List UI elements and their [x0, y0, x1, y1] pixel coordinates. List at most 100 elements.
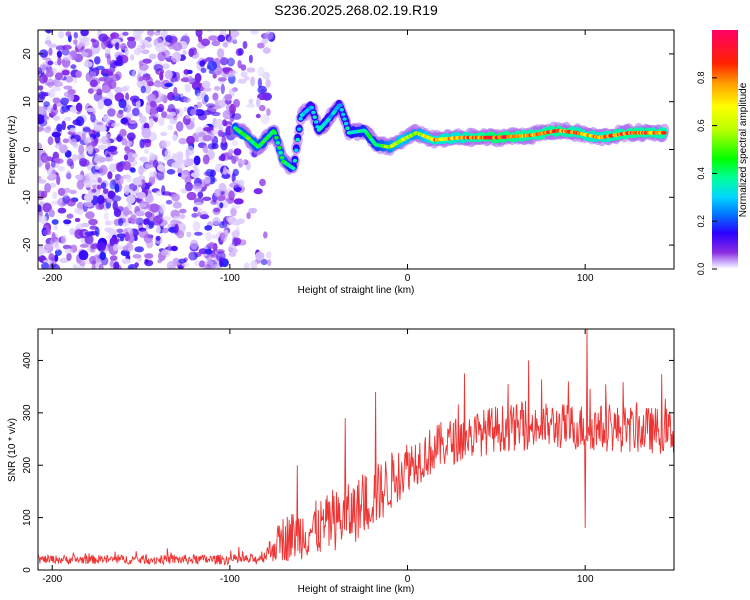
noise-blob	[44, 160, 51, 171]
noise-blob	[206, 127, 211, 134]
noise-blob	[201, 80, 211, 89]
noise-blob	[244, 262, 250, 269]
noise-blob	[111, 73, 121, 82]
noise-blob	[182, 49, 187, 56]
noise-blob	[212, 92, 219, 101]
noise-blob	[113, 261, 120, 269]
noise-blob	[83, 61, 93, 68]
noise-blob	[123, 210, 133, 215]
noise-blob	[194, 73, 202, 83]
noise-blob	[66, 198, 76, 207]
noise-blob	[97, 156, 107, 163]
noise-blob	[149, 152, 155, 162]
noise-blob	[174, 223, 179, 234]
noise-blob	[64, 248, 73, 254]
noise-blob	[138, 203, 147, 208]
noise-blob	[95, 65, 105, 71]
noise-blob	[172, 42, 183, 52]
noise-blob	[48, 173, 57, 179]
noise-blob	[149, 118, 154, 128]
noise-blob	[62, 138, 69, 144]
noise-blob	[143, 218, 151, 226]
noise-blob	[61, 234, 67, 245]
noise-blob	[229, 30, 240, 38]
noise-blob	[48, 47, 53, 56]
ridge-core	[272, 131, 278, 135]
noise-blob	[222, 166, 228, 176]
noise-blob	[219, 57, 229, 66]
noise-blob	[116, 162, 124, 172]
noise-blob	[211, 234, 217, 239]
noise-blob	[102, 72, 109, 78]
y-tick-label: 300	[22, 404, 33, 421]
noise-blob	[57, 56, 62, 66]
noise-blob	[262, 47, 271, 54]
noise-blob	[69, 189, 77, 195]
noise-blob	[240, 64, 247, 71]
noise-blob	[64, 116, 72, 122]
noise-blob	[121, 138, 128, 146]
x-tick-label: -100	[220, 574, 240, 585]
noise-blob	[84, 201, 93, 208]
x-tick-label: 0	[405, 574, 411, 585]
noise-blob	[52, 97, 61, 104]
noise-blob	[173, 86, 178, 97]
noise-blob	[136, 191, 146, 200]
noise-blob	[47, 136, 54, 146]
noise-blob	[104, 220, 110, 226]
noise-blob	[148, 53, 157, 60]
noise-blob	[139, 39, 149, 45]
noise-blob	[65, 31, 72, 37]
noise-blob	[51, 232, 56, 242]
noise-blob	[99, 251, 106, 261]
snr-ticks: -200 -100 0 100 0 100 200 300 400	[22, 329, 674, 585]
noise-blob	[260, 258, 268, 266]
noise-blob	[170, 52, 181, 63]
noise-blob	[75, 102, 83, 112]
noise-blob	[95, 164, 100, 170]
noise-blob	[200, 214, 210, 220]
y-tick-label: -10	[22, 190, 33, 205]
noise-blob	[188, 75, 193, 84]
y-tick-label: 0	[22, 146, 33, 152]
noise-blob	[52, 264, 61, 269]
noise-blob	[144, 253, 154, 259]
noise-blob	[144, 148, 149, 155]
noise-blob	[61, 69, 70, 76]
noise-blob	[257, 93, 268, 101]
noise-blob	[259, 104, 266, 112]
noise-blob	[107, 108, 116, 117]
noise-blob	[202, 145, 209, 154]
noise-blob	[84, 231, 95, 236]
noise-blob	[221, 173, 231, 180]
noise-blob	[38, 74, 48, 84]
noise-blob	[38, 85, 44, 91]
noise-blob	[194, 231, 203, 236]
noise-blob	[113, 243, 119, 252]
noise-blob	[53, 225, 59, 231]
y-tick-label: 200	[22, 456, 33, 473]
noise-blob	[92, 260, 97, 265]
noise-blob	[72, 153, 78, 162]
noise-blob	[189, 239, 199, 250]
noise-blob	[121, 258, 131, 264]
noise-blob	[237, 159, 247, 164]
noise-blob	[73, 32, 79, 39]
noise-blob	[87, 88, 94, 94]
noise-blob	[211, 129, 220, 135]
noise-blob	[160, 250, 169, 256]
noise-blob	[87, 192, 93, 200]
noise-blob	[55, 45, 66, 51]
noise-blob	[222, 119, 228, 127]
noise-blob	[217, 129, 224, 137]
colorbar-tick-label: 0.2	[696, 215, 706, 228]
noise-blob	[220, 140, 228, 151]
noise-blob	[209, 253, 217, 258]
noise-blob	[46, 156, 53, 162]
ridge-core	[295, 137, 300, 142]
noise-blob	[168, 36, 178, 44]
noise-blob	[122, 161, 131, 171]
noise-blob	[138, 76, 144, 82]
noise-blob	[104, 211, 109, 221]
snr-ylabel: SNR (10 * v/v)	[7, 418, 18, 482]
